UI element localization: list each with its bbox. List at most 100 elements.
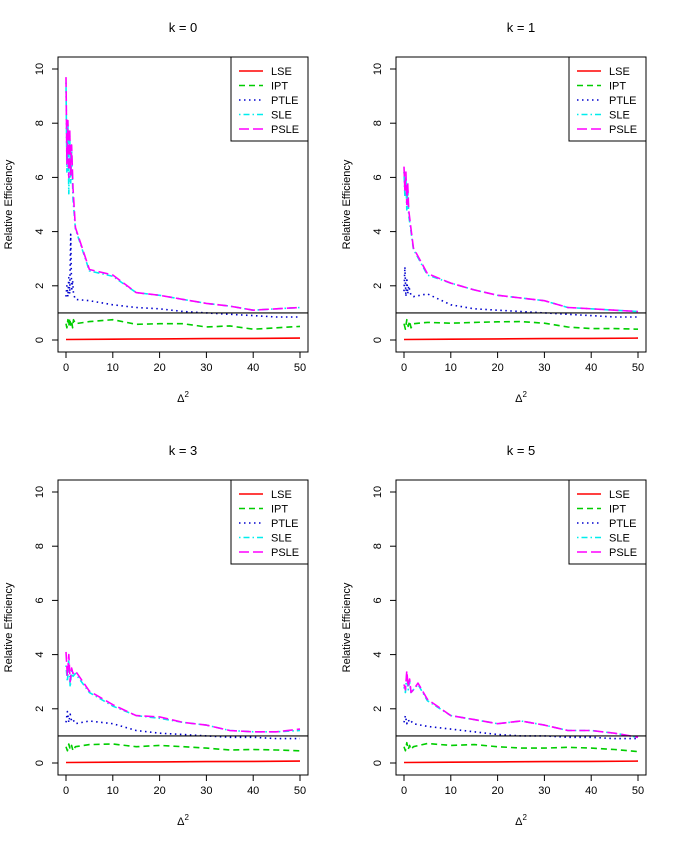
legend-label: IPT bbox=[271, 81, 288, 93]
y-tick-label: 6 bbox=[34, 174, 46, 180]
y-tick-label: 0 bbox=[34, 760, 46, 766]
x-tick-label: 30 bbox=[538, 785, 550, 797]
x-axis-label: Δ2 bbox=[515, 390, 527, 405]
legend-label: PTLE bbox=[609, 95, 637, 107]
x-tick-label: 30 bbox=[200, 362, 212, 374]
legend-label: PTLE bbox=[271, 518, 299, 530]
x-tick-label: 50 bbox=[632, 362, 644, 374]
series-line-lse bbox=[65, 337, 301, 341]
legend-label: SLE bbox=[609, 533, 630, 545]
x-axis-label-superscript: 2 bbox=[184, 813, 189, 822]
chart-panel-3: k = 5 0 10 20 30 40 50 0 2 4 6 8 10 Δ2 Relative Effici… bbox=[341, 443, 647, 828]
y-tick-label: 2 bbox=[372, 283, 384, 289]
series-line-sle bbox=[65, 659, 301, 733]
legend-label: SLE bbox=[271, 533, 292, 545]
y-axis-label: Relative Efficiency bbox=[3, 159, 15, 249]
x-tick-label: 20 bbox=[153, 785, 165, 797]
x-axis-label-superscript: 2 bbox=[522, 390, 527, 399]
series-line-ipt bbox=[403, 318, 639, 331]
x-tick-label: 20 bbox=[491, 785, 503, 797]
legend-label: IPT bbox=[609, 81, 626, 93]
x-axis-label: Δ2 bbox=[177, 813, 189, 828]
series-line-ipt bbox=[403, 741, 639, 753]
y-tick-label: 10 bbox=[372, 63, 384, 75]
legend-label: LSE bbox=[271, 66, 292, 78]
chart-title: k = 1 bbox=[507, 20, 536, 35]
legend-label: LSE bbox=[609, 489, 630, 501]
series-line-psle bbox=[65, 77, 301, 312]
series-line-lse bbox=[65, 760, 301, 764]
y-tick-label: 0 bbox=[372, 337, 384, 343]
legend-label: SLE bbox=[271, 110, 292, 122]
legend-label: PTLE bbox=[609, 518, 637, 530]
y-axis-label: Relative Efficiency bbox=[341, 582, 353, 672]
x-tick-label: 0 bbox=[63, 785, 69, 797]
legend-label: PSLE bbox=[271, 124, 299, 136]
series-line-sle bbox=[403, 171, 639, 313]
x-tick-label: 40 bbox=[247, 785, 259, 797]
x-tick-label: 30 bbox=[538, 362, 550, 374]
y-tick-label: 8 bbox=[34, 543, 46, 549]
x-tick-label: 20 bbox=[153, 362, 165, 374]
legend-label: LSE bbox=[271, 489, 292, 501]
x-tick-label: 0 bbox=[401, 362, 407, 374]
y-tick-label: 4 bbox=[372, 652, 384, 658]
chart-title: k = 3 bbox=[169, 443, 198, 458]
series-line-ptle bbox=[403, 714, 638, 740]
y-tick-label: 6 bbox=[372, 174, 384, 180]
x-axis-label-superscript: 2 bbox=[184, 390, 189, 399]
series-line-ipt bbox=[65, 317, 301, 331]
y-tick-label: 0 bbox=[372, 760, 384, 766]
legend-label: PSLE bbox=[609, 124, 637, 136]
x-axis-label: Δ2 bbox=[515, 813, 527, 828]
legend-label: PSLE bbox=[609, 547, 637, 559]
x-tick-label: 40 bbox=[585, 362, 597, 374]
legend-label: SLE bbox=[609, 110, 630, 122]
series-line-ptle bbox=[65, 233, 300, 318]
series-line-lse bbox=[403, 337, 639, 341]
y-tick-label: 4 bbox=[372, 229, 384, 235]
y-tick-label: 2 bbox=[372, 706, 384, 712]
series-line-sle bbox=[65, 82, 301, 312]
y-tick-label: 4 bbox=[34, 229, 46, 235]
legend-label: PSLE bbox=[271, 547, 299, 559]
y-tick-label: 10 bbox=[34, 486, 46, 498]
series-line-sle bbox=[403, 672, 639, 739]
x-tick-label: 40 bbox=[247, 362, 259, 374]
y-tick-label: 8 bbox=[34, 120, 46, 126]
x-tick-label: 40 bbox=[585, 785, 597, 797]
chart-panel-0: k = 0 0 10 20 30 40 50 0 2 4 6 8 10 Δ2 Relative Effici… bbox=[3, 20, 309, 405]
y-tick-label: 10 bbox=[34, 63, 46, 75]
plot-frame bbox=[57, 56, 309, 353]
y-axis-label: Relative Efficiency bbox=[3, 582, 15, 672]
y-tick-label: 2 bbox=[34, 283, 46, 289]
x-tick-label: 10 bbox=[445, 362, 457, 374]
x-tick-label: 30 bbox=[200, 785, 212, 797]
series-line-ptle bbox=[65, 710, 300, 740]
legend-label: IPT bbox=[271, 504, 288, 516]
y-tick-label: 2 bbox=[34, 706, 46, 712]
x-axis-label-superscript: 2 bbox=[522, 813, 527, 822]
y-tick-label: 4 bbox=[34, 652, 46, 658]
x-tick-label: 50 bbox=[294, 362, 306, 374]
x-axis-label: Δ2 bbox=[177, 390, 189, 405]
x-tick-label: 50 bbox=[294, 785, 306, 797]
y-tick-label: 8 bbox=[372, 543, 384, 549]
y-tick-label: 0 bbox=[34, 337, 46, 343]
x-tick-label: 50 bbox=[632, 785, 644, 797]
chart-panel-1: k = 1 0 10 20 30 40 50 0 2 4 6 8 10 Δ2 Relative Effici… bbox=[341, 20, 647, 405]
x-tick-label: 0 bbox=[401, 785, 407, 797]
series-line-lse bbox=[403, 760, 639, 764]
x-tick-label: 20 bbox=[491, 362, 503, 374]
legend-label: IPT bbox=[609, 504, 626, 516]
series-line-psle bbox=[65, 651, 301, 733]
chart-title: k = 0 bbox=[169, 20, 198, 35]
legend-label: LSE bbox=[609, 66, 630, 78]
y-axis-label: Relative Efficiency bbox=[341, 159, 353, 249]
legend-label: PTLE bbox=[271, 95, 299, 107]
series-line-psle bbox=[403, 670, 639, 739]
x-tick-label: 0 bbox=[63, 362, 69, 374]
y-tick-label: 8 bbox=[372, 120, 384, 126]
plot-frame bbox=[395, 56, 647, 353]
chart-panel-2: k = 3 0 10 20 30 40 50 0 2 4 6 8 10 Δ2 Relative Effici… bbox=[3, 443, 309, 828]
